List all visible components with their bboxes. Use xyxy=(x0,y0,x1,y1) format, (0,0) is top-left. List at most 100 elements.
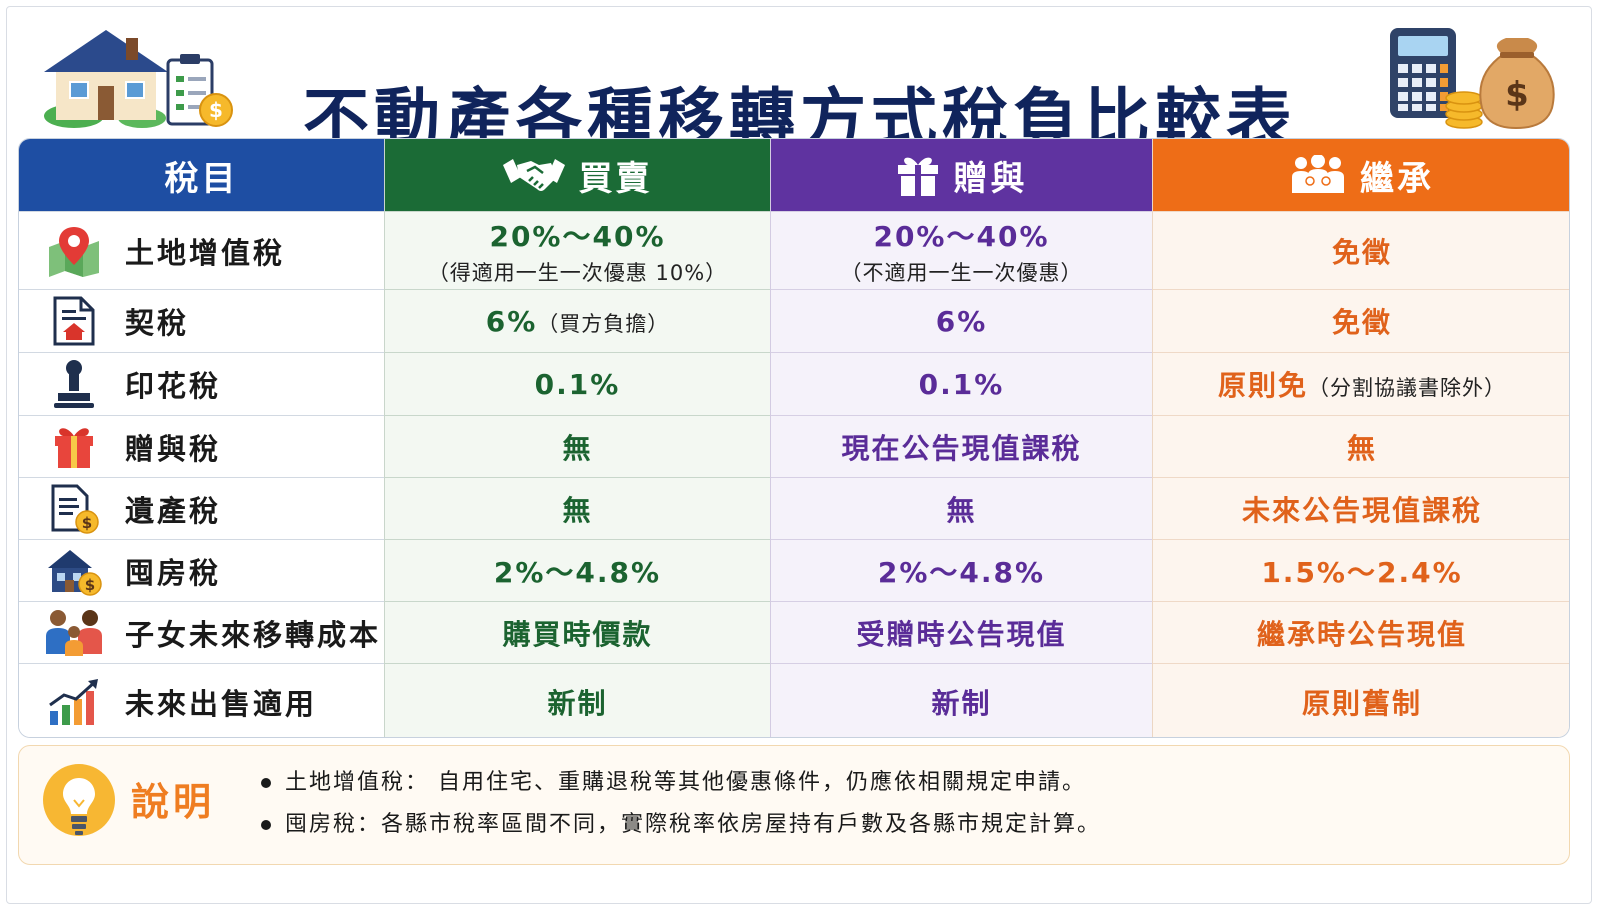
cell-inherit: 免徵 xyxy=(1153,289,1569,352)
cell-note: （不適用一生一次優惠） xyxy=(840,260,1083,285)
deed-document-icon xyxy=(53,296,95,346)
column-tax-item: 稅目 土地增值稅 契稅 xyxy=(19,139,384,737)
note-title: 說明 xyxy=(131,780,216,824)
map-pin-icon xyxy=(49,226,99,277)
cell-sale: 無 xyxy=(385,477,770,539)
svg-text:$: $ xyxy=(209,98,223,122)
cell-value: 受贈時公告現值 xyxy=(856,617,1067,651)
header-sale: 買賣 xyxy=(385,139,770,211)
cell-value: 免徵 xyxy=(1331,235,1392,269)
gift-icon xyxy=(55,427,93,468)
cell-sale: 購買時價款 xyxy=(385,601,770,663)
estate-document-icon: $ xyxy=(51,484,99,534)
cell-sale: 新制 xyxy=(385,663,770,737)
cell-value: 原則免 xyxy=(1217,369,1308,402)
svg-text:$: $ xyxy=(82,514,92,532)
cell-value: 20%～40% xyxy=(489,219,666,253)
cell-value: 0.1% xyxy=(918,367,1005,401)
cell-inherit: 原則舊制 xyxy=(1153,663,1569,737)
cell-value: 無 xyxy=(946,493,977,527)
cell-inherit: 1.5%～2.4% xyxy=(1153,539,1569,601)
row-label-text: 贈與稅 xyxy=(125,431,222,466)
house-tax-icon: $ xyxy=(48,549,102,596)
cell-value: 原則舊制 xyxy=(1301,686,1422,720)
calculator-moneybag-icon: $ xyxy=(1390,28,1555,130)
house-clipboard-icon: $ xyxy=(44,30,233,128)
lightbulb-icon xyxy=(43,764,115,836)
cell-inherit: 繼承時公告現值 xyxy=(1153,601,1569,663)
row-label-text: 土地增值稅 xyxy=(125,235,286,270)
row-label: 契稅 xyxy=(19,289,384,352)
growth-chart-icon xyxy=(49,678,98,725)
cell-note: （買方負擔） xyxy=(537,311,670,336)
header-gift-label: 贈與 xyxy=(953,158,1028,199)
cell-gift: 新制 xyxy=(771,663,1152,737)
cell-sale: 無 xyxy=(385,415,770,477)
svg-text:$: $ xyxy=(85,576,95,594)
cell-gift: 0.1% xyxy=(771,352,1152,415)
handshake-icon xyxy=(502,159,565,191)
cell-value: 2%～4.8% xyxy=(877,555,1046,589)
row-label: $ 囤房稅 xyxy=(19,539,384,601)
cell-gift: 受贈時公告現值 xyxy=(771,601,1152,663)
row-label: 贈與稅 xyxy=(19,415,384,477)
row-label-text: 囤房稅 xyxy=(125,555,222,590)
cell-gift: 6% xyxy=(771,289,1152,352)
header-sale-label: 買賣 xyxy=(578,158,653,199)
note-item: 土地增值稅： 自用住宅、重購退稅等其他優惠條件，仍應依相關規定申請。 xyxy=(255,762,1101,804)
note-box: 說明 土地增值稅： 自用住宅、重購退稅等其他優惠條件，仍應依相關規定申請。 囤房… xyxy=(18,745,1570,865)
row-label-text: 子女未來移轉成本 xyxy=(125,617,382,652)
tax-comparison-table: 稅目 土地增值稅 契稅 xyxy=(18,138,1570,738)
column-inherit: 繼承 免徵 免徵 原則免（分割協議書除外） 無 未來公告現值課稅 1.5%～2.… xyxy=(1152,139,1569,737)
note-item: 囤房稅：各縣市稅率區間不同，實際稅率依房屋持有戶數及各縣市規定計算。 xyxy=(255,804,1101,846)
cell-inherit: 原則免（分割協議書除外） xyxy=(1153,352,1569,415)
cell-value: 6% xyxy=(485,304,538,338)
cell-value: 6% xyxy=(935,304,988,338)
note-list: 土地增值稅： 自用住宅、重購退稅等其他優惠條件，仍應依相關規定申請。 囤房稅：各… xyxy=(255,762,1101,846)
cell-value: 1.5%～2.4% xyxy=(1261,555,1463,589)
cell-gift: 無 xyxy=(771,477,1152,539)
cell-value: 20%～40% xyxy=(873,219,1050,253)
column-gift: 贈與 20%～40% （不適用一生一次優惠） 6% 0.1% 現在公告現值課稅 … xyxy=(770,139,1152,737)
cell-note: （分割協議書除外） xyxy=(1308,376,1506,400)
cell-gift: 20%～40% （不適用一生一次優惠） xyxy=(771,211,1152,289)
row-label: 子女未來移轉成本 xyxy=(19,601,384,663)
family-icon xyxy=(46,609,102,656)
cell-value: 免徵 xyxy=(1331,306,1392,339)
header-inherit: 繼承 xyxy=(1153,139,1569,211)
header-gift: 贈與 xyxy=(771,139,1152,211)
header-inherit-label: 繼承 xyxy=(1360,158,1434,199)
row-label: 未來出售適用 xyxy=(19,663,384,737)
cell-gift: 現在公告現值課稅 xyxy=(771,415,1152,477)
cell-sale: 20%～40% （得適用一生一次優惠 10%） xyxy=(385,211,770,289)
cell-value: 未來公告現值課稅 xyxy=(1241,493,1482,527)
row-label: 印花稅 xyxy=(19,352,384,415)
cell-value: 購買時價款 xyxy=(502,617,653,651)
cell-value: 無 xyxy=(562,431,593,465)
cell-value: 新制 xyxy=(931,686,992,720)
people-group-icon xyxy=(1292,155,1344,193)
cell-value: 現在公告現值課稅 xyxy=(841,431,1082,465)
cell-sale: 2%～4.8% xyxy=(385,539,770,601)
cell-value: 無 xyxy=(1346,431,1377,465)
cell-sale: 0.1% xyxy=(385,352,770,415)
cell-value: 0.1% xyxy=(534,367,621,401)
cell-sale: 6%（買方負擔） xyxy=(385,289,770,352)
svg-text:$: $ xyxy=(1505,75,1529,115)
cell-value: 新制 xyxy=(547,686,608,720)
row-label-text: 遺產稅 xyxy=(125,493,222,528)
cell-inherit: 無 xyxy=(1153,415,1569,477)
cell-value: 2%～4.8% xyxy=(493,555,662,589)
header-tax-item: 稅目 xyxy=(19,139,384,211)
row-label: 土地增值稅 xyxy=(19,211,384,289)
gift-box-icon xyxy=(897,157,938,196)
cell-inherit: 未來公告現值課稅 xyxy=(1153,477,1569,539)
cell-inherit: 免徵 xyxy=(1153,211,1569,289)
row-label: $ 遺產稅 xyxy=(19,477,384,539)
cell-value: 無 xyxy=(562,493,593,527)
row-label-text: 契稅 xyxy=(125,306,190,340)
cell-value: 繼承時公告現值 xyxy=(1256,617,1467,651)
column-sale: 買賣 20%～40% （得適用一生一次優惠 10%） 6%（買方負擔） 0.1%… xyxy=(384,139,770,737)
cell-gift: 2%～4.8% xyxy=(771,539,1152,601)
header-tax-item-label: 稅目 xyxy=(164,158,239,199)
